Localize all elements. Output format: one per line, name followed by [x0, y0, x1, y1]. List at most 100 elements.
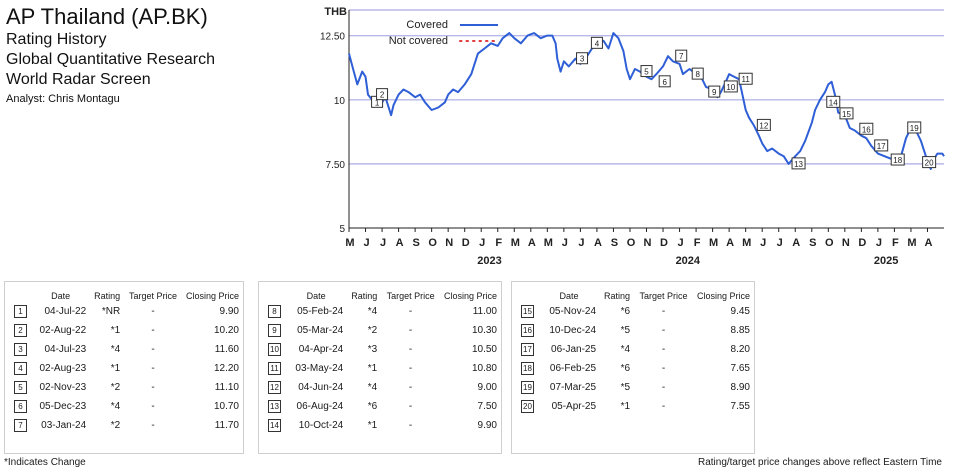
row-closing-price: 12.20	[213, 363, 239, 374]
row-rating: *2	[110, 420, 121, 431]
x-tick-label: O	[627, 237, 636, 249]
rating-marker-label: 14	[829, 98, 838, 107]
x-tick-label: A	[528, 237, 536, 249]
rating-marker-label: 17	[877, 142, 886, 151]
rating-marker-label: 19	[910, 124, 919, 133]
row-closing-price: 10.80	[471, 363, 497, 374]
row-number-box: 14	[268, 419, 281, 432]
row-number-box: 20	[521, 400, 534, 413]
table-row: 1 04-Jul-22 *NR - 9.90	[10, 302, 243, 321]
row-number-box: 6	[14, 400, 27, 413]
x-tick-label: O	[428, 237, 437, 249]
row-rating: *4	[367, 306, 378, 317]
row-closing-price: 11.60	[214, 344, 239, 355]
rating-marker	[691, 67, 704, 80]
row-number: 12	[264, 378, 285, 397]
row-target-price: -	[661, 344, 666, 355]
table-row: 9 05-Mar-24 *2 - 10.30	[264, 321, 501, 340]
x-tick-label: D	[462, 237, 470, 249]
rating-table-1: Date Rating Target Price Closing Price 1 04-J…	[4, 281, 244, 454]
row-date: 06-Jan-25	[551, 344, 597, 355]
rating-marker	[576, 52, 589, 65]
row-target-price: -	[151, 401, 155, 412]
header-spacer	[517, 290, 538, 302]
rating-marker	[874, 139, 889, 152]
row-target-price: -	[661, 363, 666, 374]
subtitle-research-group: Global Quantitative Research	[6, 51, 215, 68]
table-row: 13 06-Aug-24 *6 - 7.50	[264, 397, 501, 416]
legend-covered-label: Covered	[406, 19, 448, 31]
row-number-box: 19	[521, 381, 534, 394]
row-date: 05-Nov-24	[549, 306, 597, 317]
row-date: 05-Feb-24	[297, 306, 344, 317]
header-rating: Rating	[604, 291, 631, 301]
row-rating: *2	[367, 325, 378, 336]
row-number-box: 13	[268, 400, 281, 413]
row-rating: *2	[110, 382, 121, 393]
rating-marker-label: 9	[712, 88, 717, 97]
row-closing-price: 9.90	[219, 306, 239, 317]
rating-marker	[859, 122, 874, 135]
table-row: 12 04-Jun-24 *4 - 9.00	[264, 378, 501, 397]
x-tick-label: S	[412, 237, 419, 249]
x-tick-label: J	[876, 237, 882, 249]
y-tick-label: 7.50	[326, 160, 346, 171]
row-number: 20	[517, 397, 538, 416]
legend-not-covered-label: Not covered	[389, 35, 448, 47]
table-row: 17 06-Jan-25 *4 - 8.20	[517, 340, 754, 359]
row-date: 10-Oct-24	[298, 420, 344, 431]
price-series-line	[348, 32, 945, 170]
row-number-box: 12	[268, 381, 281, 394]
x-tick-label: J	[760, 237, 766, 249]
table-row: 5 02-Nov-23 *2 - 11.10	[10, 378, 243, 397]
y-tick-label: 10	[334, 96, 346, 107]
table-row: 10 04-Apr-24 *3 - 10.50	[264, 340, 501, 359]
row-target-price: -	[151, 344, 155, 355]
table-header-row: Date Rating Target Price Closing Price	[264, 290, 501, 302]
row-target-price: -	[408, 306, 413, 317]
row-closing-price: 11.00	[472, 306, 497, 317]
row-number: 4	[10, 359, 31, 378]
x-tick-label: N	[644, 237, 652, 249]
row-date: 04-Apr-24	[298, 344, 344, 355]
row-date: 07-Mar-25	[549, 382, 597, 393]
header-date: Date	[51, 291, 71, 301]
rating-marker-label: 10	[726, 83, 735, 92]
row-date: 02-Aug-23	[39, 363, 87, 374]
x-tick-label: A	[726, 237, 734, 249]
row-number: 6	[10, 397, 31, 416]
header-date: Date	[306, 291, 326, 301]
rating-marker	[640, 65, 653, 78]
row-number: 5	[10, 378, 31, 397]
row-number: 16	[517, 321, 538, 340]
row-rating: *1	[367, 420, 378, 431]
row-target-price: -	[151, 325, 155, 336]
row-closing-price: 7.55	[730, 401, 750, 412]
row-number-box: 18	[521, 362, 534, 375]
row-closing-price: 10.50	[471, 344, 497, 355]
row-target-price: -	[151, 306, 155, 317]
row-number: 10	[264, 340, 285, 359]
row-closing-price: 7.50	[477, 401, 497, 412]
row-rating: *6	[367, 401, 378, 412]
rating-marker-label: 7	[679, 52, 684, 61]
row-number-box: 7	[14, 419, 27, 432]
header-date: Date	[559, 291, 579, 301]
row-target-price: -	[661, 325, 666, 336]
subtitle-rating-history: Rating History	[6, 31, 107, 48]
rating-marker	[658, 75, 671, 88]
header-closing-price: Closing Price	[696, 291, 750, 301]
rating-marker-label: 18	[893, 156, 902, 165]
row-closing-price: 11.70	[214, 420, 239, 431]
table-row: 6 05-Dec-23 *4 - 10.70	[10, 397, 243, 416]
rating-marker-label: 15	[842, 110, 851, 119]
x-tick-label: M	[544, 237, 553, 249]
rating-marker	[826, 95, 841, 108]
x-year-label: 2024	[676, 255, 701, 267]
row-rating: *1	[367, 363, 378, 374]
row-closing-price: 10.30	[471, 325, 497, 336]
x-tick-label: A	[594, 237, 602, 249]
rating-marker-label: 6	[662, 78, 667, 87]
row-rating: *1	[620, 401, 631, 412]
